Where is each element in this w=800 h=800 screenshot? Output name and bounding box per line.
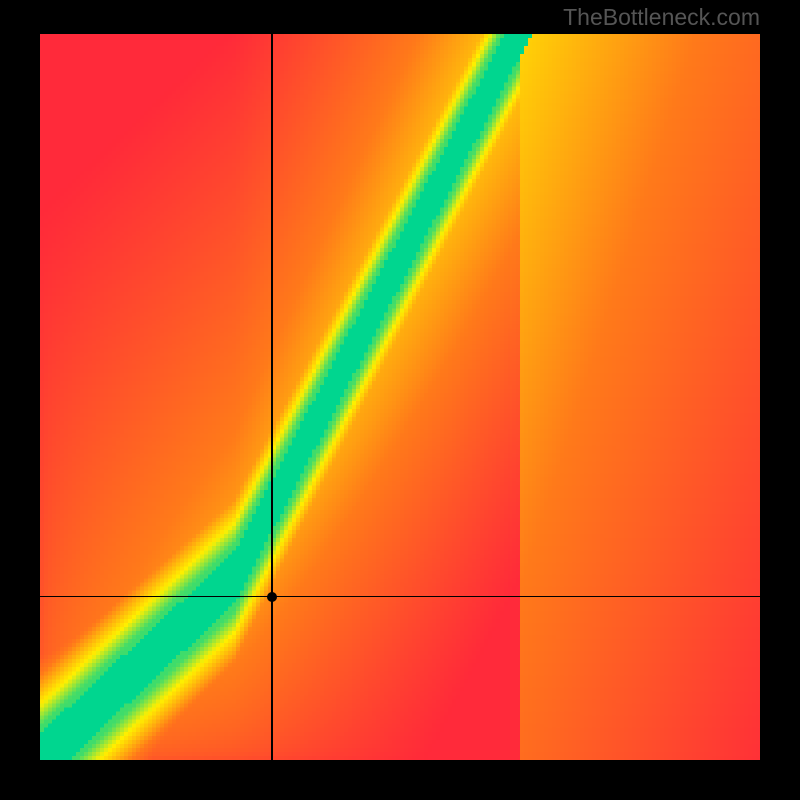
marker-dot [267,592,277,602]
chart-frame: TheBottleneck.com [0,0,800,800]
plot-area [40,34,760,760]
watermark-text: TheBottleneck.com [563,4,760,31]
crosshair-horizontal [40,596,760,598]
crosshair-vertical [271,34,273,760]
heatmap-canvas [40,34,760,760]
